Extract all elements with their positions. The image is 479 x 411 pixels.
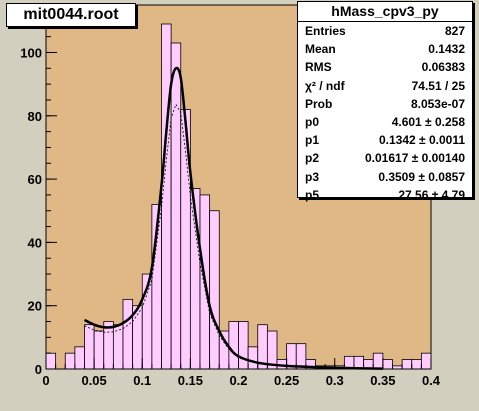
stats-value: 827 <box>444 24 465 38</box>
stats-key: χ² / ndf <box>305 78 345 93</box>
stats-key: Prob <box>305 96 333 111</box>
histogram-bar <box>64 352 76 370</box>
stats-row-prob: Prob 8.053e-07 <box>298 95 472 113</box>
stats-value: 0.1342 ± 0.0011 <box>379 133 465 148</box>
histogram-bar <box>84 324 95 370</box>
stats-key: p3 <box>305 169 320 184</box>
histogram-bar <box>170 42 182 370</box>
histogram-bar <box>420 352 432 370</box>
histogram-bar <box>161 23 172 370</box>
stats-key: p0 <box>305 114 320 129</box>
stats-key: RMS <box>305 60 332 75</box>
y-tick-label: 60 <box>28 172 42 187</box>
histogram-bar <box>238 321 249 370</box>
x-tick-label: 0.05 <box>81 373 106 388</box>
histogram-bar <box>122 298 134 370</box>
y-tick-label: 0 <box>35 362 42 377</box>
stats-key: p2 <box>305 151 320 166</box>
stats-value: 27.56 ± 4.79 <box>398 187 465 202</box>
stats-value: 0.01617 ± 0.00140 <box>364 151 465 166</box>
axes: 0 0.05 0.1 0.15 0.2 0.25 0.3 0.35 0.4 0 20 40 60 80 10… <box>20 4 441 388</box>
x-tick-label: 0.25 <box>274 373 299 388</box>
histogram-bar <box>228 321 239 370</box>
x-tick-label: 0.4 <box>422 373 441 388</box>
file-label: mit0044.root <box>6 3 136 27</box>
histogram-bar <box>209 210 220 370</box>
stats-row-chi2: χ² / ndf 74.51 / 25 <box>298 77 472 95</box>
stats-value: 0.3509 ± 0.0857 <box>378 169 465 184</box>
histogram-bar <box>382 359 393 370</box>
x-tick-label: 0.15 <box>178 373 203 388</box>
x-tick-label: 0.2 <box>229 373 247 388</box>
histogram-bar <box>247 346 259 370</box>
y-tick-label: 100 <box>20 45 42 60</box>
stats-row-p3: p3 0.3509 ± 0.0857 <box>298 168 472 186</box>
stats-value: 8.053e-07 <box>410 96 465 111</box>
stats-title: hMass_cpv3_py <box>298 2 472 22</box>
histogram-bar <box>74 346 85 370</box>
y-tick-label: 20 <box>28 299 42 314</box>
stats-row-p5: p5 27.56 ± 4.79 <box>298 186 472 204</box>
stats-value: 0.1432 <box>428 42 465 57</box>
x-tick-label: 0.3 <box>326 373 344 388</box>
x-tick-label: 0.1 <box>133 373 151 388</box>
stats-row-mean: Mean 0.1432 <box>298 40 472 58</box>
histogram-bar <box>372 352 384 370</box>
histogram-bar <box>218 330 230 370</box>
stats-row-rms: RMS 0.06383 <box>298 58 472 76</box>
stats-row-p1: p1 0.1342 ± 0.0011 <box>298 131 472 149</box>
y-tick-label: 40 <box>28 235 42 250</box>
histogram-bar <box>411 359 422 370</box>
x-tick-label: 0 <box>42 373 49 388</box>
stats-key: p5 <box>305 187 320 202</box>
fit-curve <box>83 66 383 370</box>
stats-row-p2: p2 0.01617 ± 0.00140 <box>298 149 472 167</box>
stats-key: p1 <box>305 133 320 148</box>
y-tick-label: 80 <box>28 109 42 124</box>
histogram-bar <box>112 324 124 370</box>
stats-row-p0: p0 4.601 ± 0.258 <box>298 113 472 131</box>
histogram-bar <box>45 352 57 370</box>
stats-value: 74.51 / 25 <box>411 78 465 93</box>
histogram-bar <box>93 330 105 370</box>
histogram-bar <box>401 359 413 370</box>
x-tick-label: 0.35 <box>370 373 395 388</box>
stats-value: 0.06383 <box>421 60 465 75</box>
stats-value: 4.601 ± 0.258 <box>391 114 465 129</box>
stats-row-entries: Entries 827 <box>298 22 472 40</box>
stats-key: Mean <box>305 42 336 57</box>
stats-box: hMass_cpv3_py Entries 827 Mean 0.1432 RMS 0… <box>297 1 473 202</box>
stats-key: Entries <box>305 24 346 38</box>
